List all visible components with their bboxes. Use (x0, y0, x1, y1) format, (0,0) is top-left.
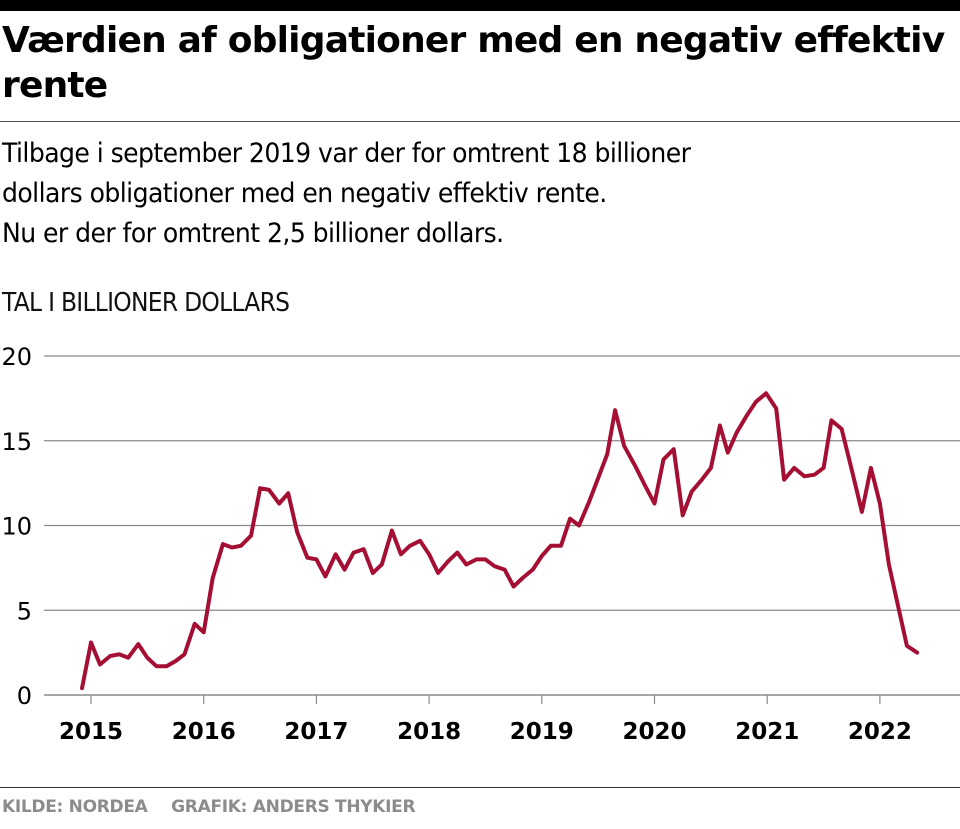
series-group (80, 391, 920, 691)
chart-subtitle: Tilbage i september 2019 var der for omt… (2, 134, 886, 254)
x-tick-label: 2022 (848, 719, 912, 745)
subtitle-line: dollars obligationer med en negativ effe… (2, 178, 607, 209)
title-divider (0, 121, 960, 122)
y-tick-label: 20 (1, 343, 32, 371)
subtitle-line: Tilbage i september 2019 var der for omt… (2, 138, 691, 169)
gridlines (44, 355, 960, 696)
y-tick-label: 10 (1, 513, 32, 541)
x-axis-ticks: 2015 2016 2017 2018 2019 2020 2021 2022 (59, 695, 912, 745)
y-tick-label: 15 (1, 428, 32, 456)
y-tick-label: 5 (17, 597, 32, 625)
x-tick-label: 2016 (172, 719, 236, 745)
y-tick-label: 0 (17, 682, 32, 710)
footer: KILDE: NORDEA GRAFIK: ANDERS THYKIER (2, 797, 433, 817)
line-chart: 0 5 10 15 20 2015 2016 2017 2018 2019 2020 2021 202… (1, 343, 960, 745)
y-axis-ticks: 0 5 10 15 20 (1, 343, 32, 710)
x-tick-label: 2019 (510, 719, 574, 745)
series-line (80, 391, 920, 691)
graphic-credit: GRAFIK: ANDERS THYKIER (171, 797, 416, 817)
x-tick-label: 2018 (397, 719, 461, 745)
footer-divider (0, 787, 960, 788)
x-tick-label: 2015 (59, 719, 123, 745)
x-tick-label: 2017 (284, 719, 348, 745)
source-credit: KILDE: NORDEA (2, 797, 148, 817)
y-axis-unit-label: TAL I BILLIONER DOLLARS (2, 288, 290, 318)
x-tick-label: 2020 (622, 719, 686, 745)
subtitle-line: Nu er der for omtrent 2,5 billioner doll… (2, 218, 504, 249)
top-bar (0, 0, 960, 11)
x-tick-label: 2021 (735, 719, 799, 745)
chart-title: Værdien af obligationer med en negativ e… (2, 20, 945, 106)
